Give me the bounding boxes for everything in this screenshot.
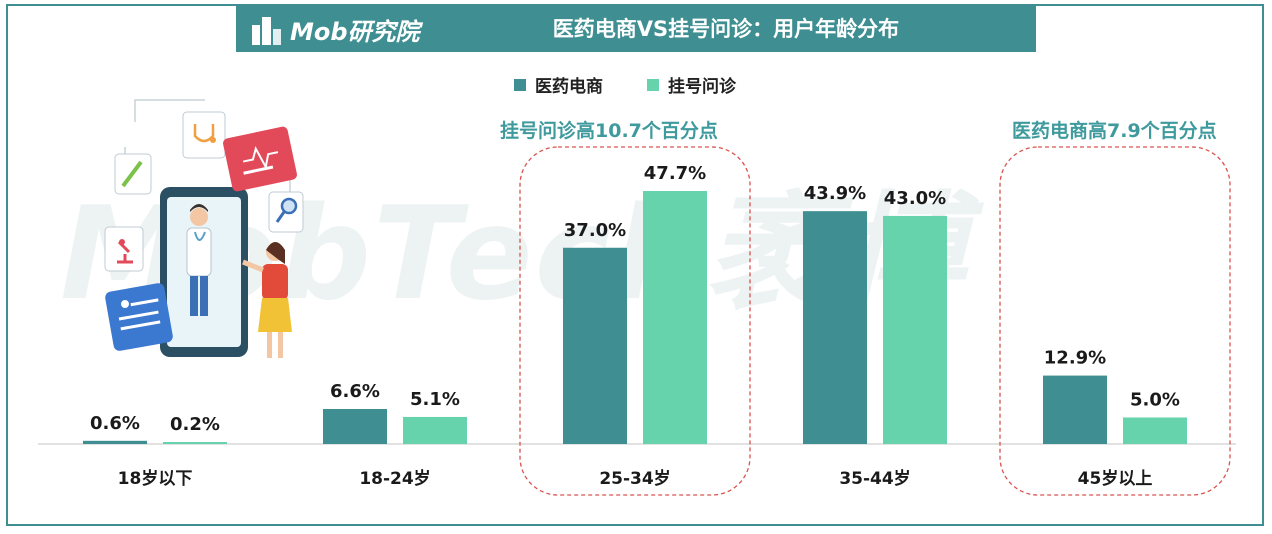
data-label-ecommerce-2: 37.0% (564, 220, 626, 241)
bar-registration-3 (883, 215, 947, 444)
microscope-icon (104, 226, 144, 272)
logo-text: Mob研究院 (290, 17, 420, 46)
category-label-1: 18-24岁 (359, 468, 430, 489)
legend: 医药电商 挂号问诊 (514, 72, 736, 97)
bar-registration-4 (1123, 417, 1187, 444)
stethoscope-icon (182, 111, 226, 159)
data-label-registration-1: 5.1% (410, 389, 460, 410)
data-label-ecommerce-1: 6.6% (330, 381, 380, 402)
bar-ecommerce-4 (1043, 375, 1107, 444)
data-label-registration-4: 5.0% (1130, 389, 1180, 410)
highlight-box-25-34 (519, 146, 751, 496)
legend-label-ecommerce: 医药电商 (535, 77, 603, 97)
category-label-4: 45岁以上 (1078, 468, 1153, 489)
data-label-registration-3: 43.0% (884, 188, 946, 209)
logo-building-icon (252, 17, 281, 45)
bar-ecommerce-3 (803, 211, 867, 444)
bar-ecommerce-1 (323, 408, 387, 444)
callout-left: 挂号问诊高10.7个百分点 (500, 120, 718, 142)
bar-registration-1 (403, 416, 467, 444)
heart-pulse-icon (223, 126, 297, 192)
patient-woman-icon (242, 242, 292, 358)
header-bar (236, 6, 1036, 52)
chart-title: 医药电商VS挂号问诊：用户年龄分布 (552, 17, 900, 41)
highlight-box-45-plus (999, 146, 1231, 496)
data-label-ecommerce-3: 43.9% (804, 183, 866, 204)
chart-frame (6, 4, 1264, 526)
legend-swatch-registration (647, 78, 659, 91)
bar-ecommerce-2 (563, 247, 627, 444)
data-label-registration-0: 0.2% (170, 414, 220, 435)
logo: Mob研究院 (250, 9, 420, 49)
data-label-ecommerce-0: 0.6% (90, 413, 140, 434)
bar-ecommerce-0 (83, 440, 147, 444)
pen-icon (114, 153, 152, 195)
legend-item-ecommerce: 医药电商 (514, 72, 603, 97)
bar-registration-2 (643, 191, 707, 444)
category-label-0: 18岁以下 (118, 468, 193, 489)
doctor-icon (186, 204, 212, 316)
data-label-ecommerce-4: 12.9% (1044, 348, 1106, 369)
callout-right: 医药电商高7.9个百分点 (1012, 120, 1217, 142)
category-label-3: 35-44岁 (839, 468, 910, 489)
bar-registration-0 (163, 442, 227, 444)
legend-item-registration: 挂号问诊 (647, 72, 736, 97)
data-label-registration-2: 47.7% (644, 163, 706, 184)
legend-swatch-ecommerce (514, 78, 526, 91)
legend-label-registration: 挂号问诊 (668, 77, 736, 97)
telemedicine-illustration (104, 99, 304, 358)
patient-card-icon (105, 283, 173, 351)
magnifier-icon (268, 191, 304, 233)
category-label-2: 25-34岁 (599, 468, 670, 489)
